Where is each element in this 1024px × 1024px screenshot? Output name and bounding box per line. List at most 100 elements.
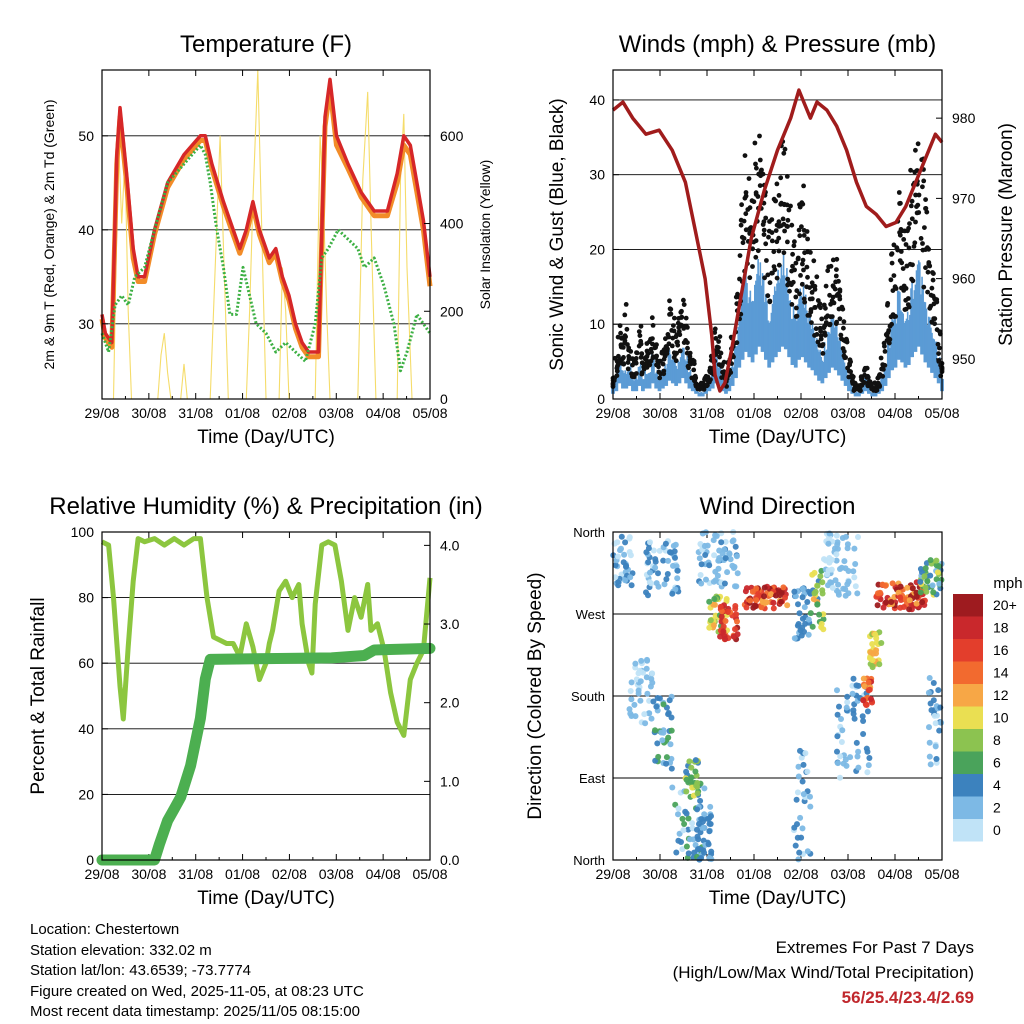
wind-gust-point: [738, 222, 744, 228]
y-axis-label: Direction (Colored By Speed): [525, 572, 546, 819]
wind-direction-point: [675, 837, 682, 844]
wind-direction-point: [628, 582, 635, 589]
wind-gust-point: [928, 292, 934, 298]
wind-direction-point: [707, 803, 714, 810]
colorbar-swatch: [953, 661, 983, 684]
wind-gust-point: [691, 367, 697, 373]
wind-gust-point: [776, 235, 782, 241]
y2-tick-label: 1.0: [440, 773, 460, 789]
wind-direction-point: [658, 729, 665, 736]
wind-gust-point: [657, 375, 663, 381]
wind-direction-point: [722, 538, 729, 545]
y-tick-label: 60: [78, 655, 94, 671]
wind-direction-point: [708, 856, 715, 863]
wind-direction-point: [667, 741, 674, 748]
wind-gust-point: [797, 233, 803, 239]
wind-direction-point: [874, 602, 881, 609]
wind-gust-point: [923, 206, 929, 211]
figure-created: Figure created on Wed, 2025-11-05, at 08…: [30, 982, 364, 1000]
x-tick-label: 31/08: [689, 405, 724, 421]
wind-gust-point: [794, 288, 800, 294]
wind-gust-point: [801, 267, 806, 273]
wind-gust-point: [898, 249, 904, 254]
x-tick-label: 31/08: [178, 866, 213, 882]
wind-direction-point: [875, 581, 882, 588]
wind-direction-point: [791, 824, 798, 831]
wind-direction-point: [854, 753, 861, 760]
station-pressure-line: [611, 88, 944, 393]
wind-direction-point: [796, 610, 803, 617]
wind-direction-point: [850, 707, 857, 714]
wind-gust-point: [769, 217, 775, 223]
wind-direction-point: [626, 549, 633, 555]
wind-direction-point: [844, 699, 851, 706]
y-tick-label: 40: [78, 222, 94, 238]
wind-gust-point: [818, 336, 824, 342]
wind-direction-point: [812, 588, 819, 595]
wind-gust-point: [931, 271, 936, 276]
wind-gust-point: [897, 232, 903, 238]
y-tick-label: 20: [589, 241, 605, 257]
wind-direction-point: [799, 624, 806, 631]
wind-gust-point: [906, 245, 912, 251]
wind-gust-point: [622, 312, 628, 318]
colorbar-swatch: [953, 751, 983, 774]
wind-direction-point: [844, 693, 851, 700]
wind-gust-point: [731, 354, 736, 360]
wind-direction-point: [855, 764, 862, 771]
wind-gust-point: [808, 307, 814, 312]
wind-gust-point: [618, 330, 623, 336]
wind-direction-point: [845, 578, 852, 585]
wind-direction-point: [638, 657, 645, 664]
wind-direction-point: [845, 568, 852, 574]
wind-gust-point: [755, 194, 761, 199]
wind-direction-point: [680, 827, 687, 834]
wind-direction-point: [859, 713, 866, 720]
wind-direction-point: [880, 604, 887, 611]
wind-gust-point: [746, 176, 752, 182]
wind-gust-point: [801, 233, 807, 238]
wind-gust-point: [861, 380, 867, 385]
wind-gust-point: [663, 344, 669, 350]
wind-direction-point: [799, 615, 806, 622]
wind-direction-point: [829, 584, 836, 591]
wind-gust-point: [930, 277, 936, 283]
wind-direction-point: [674, 575, 681, 582]
colorbar-label: 10: [993, 710, 1009, 726]
wind-direction-point: [936, 580, 943, 587]
wind-direction-point: [655, 583, 662, 590]
wind-gust-point: [774, 181, 780, 187]
wind-direction-point: [865, 679, 872, 686]
wind-direction-point: [716, 555, 723, 561]
wind-gust-point: [879, 373, 884, 379]
wind-gust-point: [785, 224, 790, 230]
wind-direction-point: [770, 605, 777, 612]
wind-gust-point: [913, 219, 918, 225]
wind-direction-point: [644, 656, 650, 663]
wind-gust-point: [790, 263, 795, 269]
wind-direction-point: [722, 636, 729, 643]
wind-direction-point: [882, 582, 889, 589]
wind-direction-point: [647, 683, 654, 690]
wind-gust-point: [649, 315, 655, 321]
wind-gust-point: [799, 281, 805, 287]
wind-direction-point: [761, 584, 768, 591]
y2-tick-label: 400: [440, 216, 464, 232]
wind-gust-point: [671, 323, 676, 328]
colorbar-swatch: [953, 706, 983, 729]
wind-gust-point: [633, 360, 639, 366]
wind-direction-point: [852, 561, 859, 567]
x-tick-label: 29/08: [84, 405, 119, 421]
wind-direction-series: [610, 529, 945, 863]
wind-gust-point: [705, 378, 711, 384]
plot-area: [102, 70, 430, 399]
wind-direction-point: [824, 571, 831, 578]
wind-gust-point: [792, 239, 797, 245]
wind-gust-point: [645, 351, 651, 357]
wind-gust-point: [925, 269, 931, 275]
wind-direction-point: [935, 687, 942, 694]
wind-direction-point: [650, 547, 657, 554]
wind-gust-point: [785, 217, 791, 223]
wind-direction-point: [724, 569, 731, 576]
wind-direction-point: [933, 562, 940, 569]
